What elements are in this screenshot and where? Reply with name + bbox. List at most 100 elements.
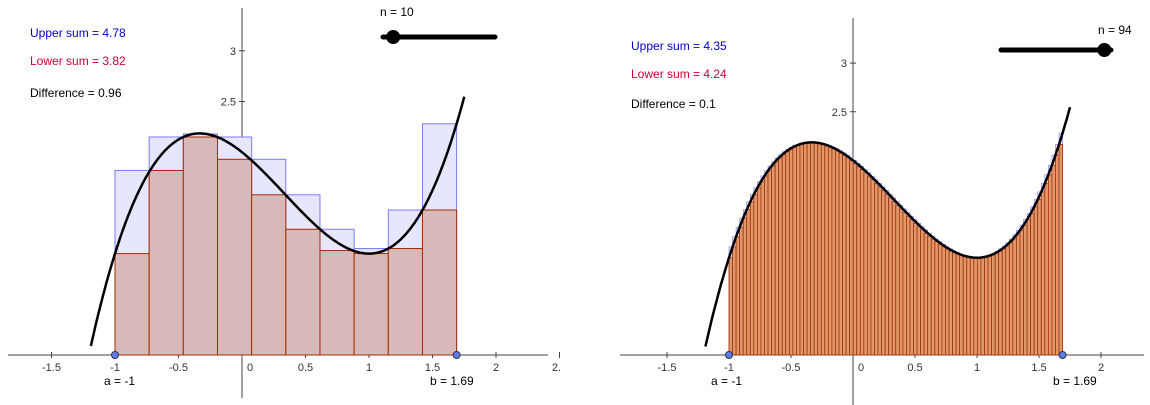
lower-sum-bar [898,208,904,356]
lower-sum-bar [1047,174,1053,356]
x-tick-label: 1.5 [425,362,440,374]
x-tick-label: 1 [974,362,980,374]
lower-sum-bar [817,143,822,356]
n-slider-knob[interactable] [386,30,401,44]
lower-sum-bar [863,172,868,356]
x-tick-label: 0.5 [298,362,313,374]
lower-sum-bar [1055,154,1060,356]
lower-sum-text: Lower sum = 4.24 [631,67,727,81]
lower-sum-bar [969,257,975,356]
lower-sum-bar [842,154,847,356]
lower-sum-bar [774,161,780,356]
lower-sum-bar [955,253,961,356]
lower-sum-bar [838,152,843,356]
lower-sum-bar [1012,238,1017,356]
lower-sum-bar [923,232,929,356]
lower-sum-bar [1008,242,1014,356]
lower-sum-bar [1023,224,1028,356]
lower-sum-bar [742,217,748,356]
lower-sum-bar [771,165,776,356]
x-tick-label: 0 [858,362,864,374]
y-tick-label: 2.5 [221,97,236,109]
lower-sum-bar [831,148,836,356]
lower-sum-bar [148,169,184,356]
lower-sum-bar [216,158,253,356]
lower-sum-bar [937,243,943,356]
lower-sum-bar [824,145,829,356]
lower-sum-bar [739,226,744,356]
lower-sum-bar [1016,234,1021,356]
lower-sum-bar [998,250,1003,356]
x-tick-label: 2 [493,362,499,374]
lower-sum-bar [1001,248,1007,356]
lower-sum-bar [251,194,287,356]
x-tick-label: 1.5 [1031,362,1046,374]
a-label: a = -1 [711,374,742,388]
lower-sum-bar [1019,229,1024,356]
chart-svg: -1.5-1-0.500.511.522.500.511.522.53a = -… [8,5,560,398]
a-label: a = -1 [104,374,135,388]
riemann-chart-n10: -1.5-1-0.500.511.522.500.511.522.53a = -… [0,0,560,405]
point-a[interactable] [725,351,733,359]
lower-sum-bar [980,257,985,356]
lower-sum-bar [788,148,794,356]
b-label: b = 1.69 [430,374,474,388]
lower-sum-bar [781,154,787,356]
x-tick-label: 0.5 [907,362,922,374]
lower-sum-bar [753,194,758,356]
x-tick-label: 0 [247,362,253,374]
n-slider-label: n = 94 [1098,23,1132,37]
upper-sum-text: Upper sum = 4.35 [631,39,727,53]
y-tick-label: 2.5 [832,107,847,119]
x-tick-label: -0.5 [169,362,188,374]
x-tick-label: 2 [1098,362,1104,374]
lower-sum-bar [852,163,858,356]
lower-sum-bar [976,257,982,356]
lower-sum-bar [760,181,765,356]
lower-sum-bar [849,160,854,356]
lower-sum-bar [827,146,833,356]
lower-sum-bar [387,248,423,356]
lower-sum-bar [810,142,815,356]
lower-sum-bar [1051,164,1056,356]
lower-sum-bar [916,226,922,356]
lower-sum-bar [764,175,769,356]
lower-sum-bar [1026,219,1032,356]
lower-sum-bar [945,248,950,356]
point-b[interactable] [452,351,461,359]
lower-sum-bar [888,197,893,356]
lower-sum-bar [877,186,882,356]
lower-sum-bar [735,236,741,356]
lower-sum-bar [749,201,755,356]
lower-sum-bar [728,257,733,356]
lower-sum-bar [756,187,762,356]
point-a[interactable] [111,351,119,359]
lower-sum-text: Lower sum = 3.82 [30,54,126,68]
lower-sum-bar [845,157,851,356]
lower-sum-bar [966,256,971,356]
lower-sum-bar [803,142,808,356]
lower-sum-bar [182,136,218,356]
y-tick-label: 3 [230,46,236,58]
lower-sum-bar [856,166,861,356]
riemann-chart-n94: -1.5-1-0.500.511.5200.511.522.53a = -1b … [618,0,1150,405]
lower-sum-bar [987,255,992,356]
lower-sum-bar [767,170,772,356]
lower-sum-bar [778,157,783,356]
lower-sum-bar [948,250,953,356]
difference-text: Difference = 0.1 [631,97,716,111]
lower-sum-bar [909,219,914,356]
point-b[interactable] [1058,351,1067,359]
function-curve [704,106,1072,347]
lower-sum-bar [785,151,790,356]
x-tick-label: 1 [366,362,372,374]
lower-sum-bar [930,238,936,356]
lower-sum-bar [353,253,389,356]
lower-sum-bar [806,142,812,356]
lower-sum-bar [1030,213,1035,356]
n-slider-knob[interactable] [1097,43,1112,57]
x-tick-label: -1 [724,362,734,374]
lower-sum-bar [820,144,826,356]
lower-sum-bar [874,182,879,356]
lower-sum-bar [114,253,150,356]
